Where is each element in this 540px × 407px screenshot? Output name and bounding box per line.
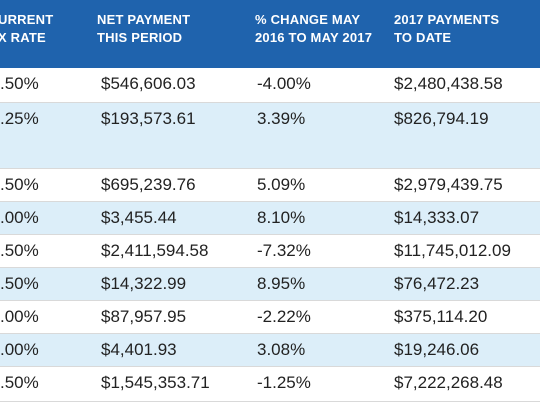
cell-tax-rate: .25% (0, 109, 39, 128)
cell-percent-change: 5.09% (257, 175, 306, 194)
cell-percent-change: 8.95% (257, 274, 306, 293)
cell-percent-change: -7.32% (257, 241, 311, 260)
cell-net-payment: $2,411,594.58 (101, 241, 209, 260)
cell-net-payment: $1,545,353.71 (101, 373, 210, 392)
cell-percent-change: -4.00% (257, 74, 311, 93)
cell-net-payment: $14,322.99 (101, 274, 187, 293)
header-percent-change: % CHANGE MAY 2016 TO MAY 2017 (255, 11, 372, 47)
header-net-payment-line2: THIS PERIOD (97, 30, 183, 45)
table-row: .00% $4,401.93 3.08% $19,246.06 (0, 334, 540, 367)
cell-percent-change: 3.08% (257, 340, 306, 359)
header-percent-change-line2: 2016 TO MAY 2017 (255, 30, 373, 45)
header-percent-change-line1: % CHANGE MAY (255, 12, 361, 27)
cell-payments-to-date: $826,794.19 (394, 109, 489, 128)
table-row: .50% $2,411,594.58 -7.32% $11,745,012.09 (0, 235, 540, 268)
header-tax-rate-line2: X RATE (0, 30, 46, 45)
cell-percent-change: 3.39% (257, 109, 306, 128)
cell-tax-rate: .50% (0, 373, 39, 392)
cell-net-payment: $3,455.44 (101, 208, 177, 227)
cell-tax-rate: .50% (0, 241, 39, 260)
table-row: .50% $546,606.03 -4.00% $2,480,438.58 (0, 68, 540, 103)
cell-percent-change: -1.25% (257, 373, 311, 392)
cell-percent-change: -2.22% (257, 307, 311, 326)
cell-payments-to-date: $11,745,012.09 (394, 241, 511, 260)
table-row: .50% $1,545,353.71 -1.25% $7,222,268.48 (0, 367, 540, 402)
header-net-payment: NET PAYMENT THIS PERIOD (97, 11, 190, 47)
cell-tax-rate: .50% (0, 274, 39, 293)
header-tax-rate-line1: URRENT (0, 12, 54, 27)
cell-payments-to-date: $14,333.07 (394, 208, 480, 227)
cell-payments-to-date: $19,246.06 (394, 340, 480, 359)
cell-net-payment: $193,573.61 (101, 109, 196, 128)
cell-net-payment: $87,957.95 (101, 307, 187, 326)
header-payments-to-date-line1: 2017 PAYMENTS (394, 12, 500, 27)
cell-payments-to-date: $2,480,438.58 (394, 74, 503, 93)
table-header: URRENT X RATE NET PAYMENT THIS PERIOD % … (0, 0, 540, 68)
header-tax-rate: URRENT X RATE (0, 11, 53, 47)
header-payments-to-date-line2: TO DATE (394, 30, 452, 45)
table-row: .50% $14,322.99 8.95% $76,472.23 (0, 268, 540, 301)
cell-payments-to-date: $7,222,268.48 (394, 373, 503, 392)
cell-payments-to-date: $2,979,439.75 (394, 175, 503, 194)
cell-tax-rate: .00% (0, 307, 39, 326)
cell-tax-rate: .50% (0, 74, 39, 93)
table-row: .00% $3,455.44 8.10% $14,333.07 (0, 202, 540, 235)
table-row: .25% $193,573.61 3.39% $826,794.19 (0, 103, 540, 169)
cell-tax-rate: .00% (0, 340, 39, 359)
table-row: .00% $87,957.95 -2.22% $375,114.20 (0, 301, 540, 334)
cell-net-payment: $546,606.03 (101, 74, 196, 93)
cell-tax-rate: .00% (0, 208, 39, 227)
cell-net-payment: $4,401.93 (101, 340, 177, 359)
cell-percent-change: 8.10% (257, 208, 306, 227)
header-net-payment-line1: NET PAYMENT (97, 12, 191, 27)
cell-tax-rate: .50% (0, 175, 39, 194)
header-payments-to-date: 2017 PAYMENTS TO DATE (394, 11, 499, 47)
cell-net-payment: $695,239.76 (101, 175, 196, 194)
cell-payments-to-date: $375,114.20 (394, 307, 488, 326)
table-row: .50% $695,239.76 5.09% $2,979,439.75 (0, 169, 540, 202)
cell-payments-to-date: $76,472.23 (394, 274, 480, 293)
